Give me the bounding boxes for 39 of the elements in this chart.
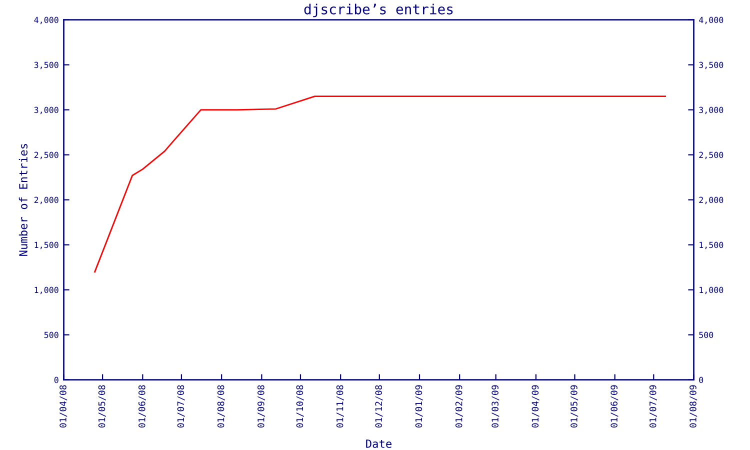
y2-tick-label: 4,000 — [699, 16, 724, 24]
x-tick-label: 01/07/08 — [177, 385, 185, 428]
y2-tick-label: 0 — [699, 376, 704, 384]
y-tick-label: 500 — [44, 332, 58, 338]
x-tick-label: 01/04/09 — [532, 385, 540, 428]
y-tick-label: 2,000 — [34, 196, 58, 204]
line-series — [94, 96, 666, 272]
y-tick-label: 3,500 — [34, 62, 58, 70]
x-axis-title: Date — [366, 440, 392, 448]
y2-tick-label: 2,500 — [699, 152, 724, 160]
x-tick-label: 01/05/08 — [98, 385, 106, 428]
y-tick-label: 2,500 — [34, 152, 58, 160]
y-tick-label: 1,000 — [34, 286, 58, 294]
x-tick-label: 01/09/08 — [257, 385, 266, 428]
y2-tick-label: 500 — [699, 332, 714, 338]
x-tick-label: 01/12/08 — [375, 385, 383, 428]
x-tick-label: 01/04/08 — [60, 385, 68, 428]
y-tick-label: 3,000 — [34, 106, 58, 114]
x-tick-label: 01/08/09 — [690, 385, 698, 428]
x-tick-label: 01/11/08 — [336, 385, 344, 428]
y2-tick-label: 3,500 — [699, 62, 724, 70]
y2-tick-label: 1,000 — [700, 286, 724, 294]
y-tick-label: 1,500 — [34, 242, 58, 250]
chart-title: djscribe’s entries — [304, 4, 453, 18]
y2-tick-label: 2,000 — [699, 196, 724, 204]
y2-tick-label: 3,000 — [699, 106, 724, 114]
x-tick-label: 01/10/08 — [296, 385, 304, 428]
x-tick-label: 01/05/09 — [570, 385, 578, 428]
y-tick-label: 0 — [54, 376, 58, 384]
x-tick-label: 01/06/08 — [138, 385, 146, 428]
y-tick-label: 4,000 — [34, 16, 58, 24]
x-tick-label: 01/08/08 — [217, 385, 225, 428]
y2-tick-label: 1,500 — [700, 242, 724, 250]
x-tick-label: 01/06/09 — [610, 385, 618, 428]
y-axis-title: Number of Entries — [18, 144, 28, 256]
x-tick-label: 01/01/09 — [415, 385, 423, 428]
x-tick-label: 01/07/09 — [649, 385, 657, 428]
x-tick-label: 01/02/09 — [455, 385, 463, 428]
x-tick-label: 01/03/09 — [492, 385, 500, 428]
